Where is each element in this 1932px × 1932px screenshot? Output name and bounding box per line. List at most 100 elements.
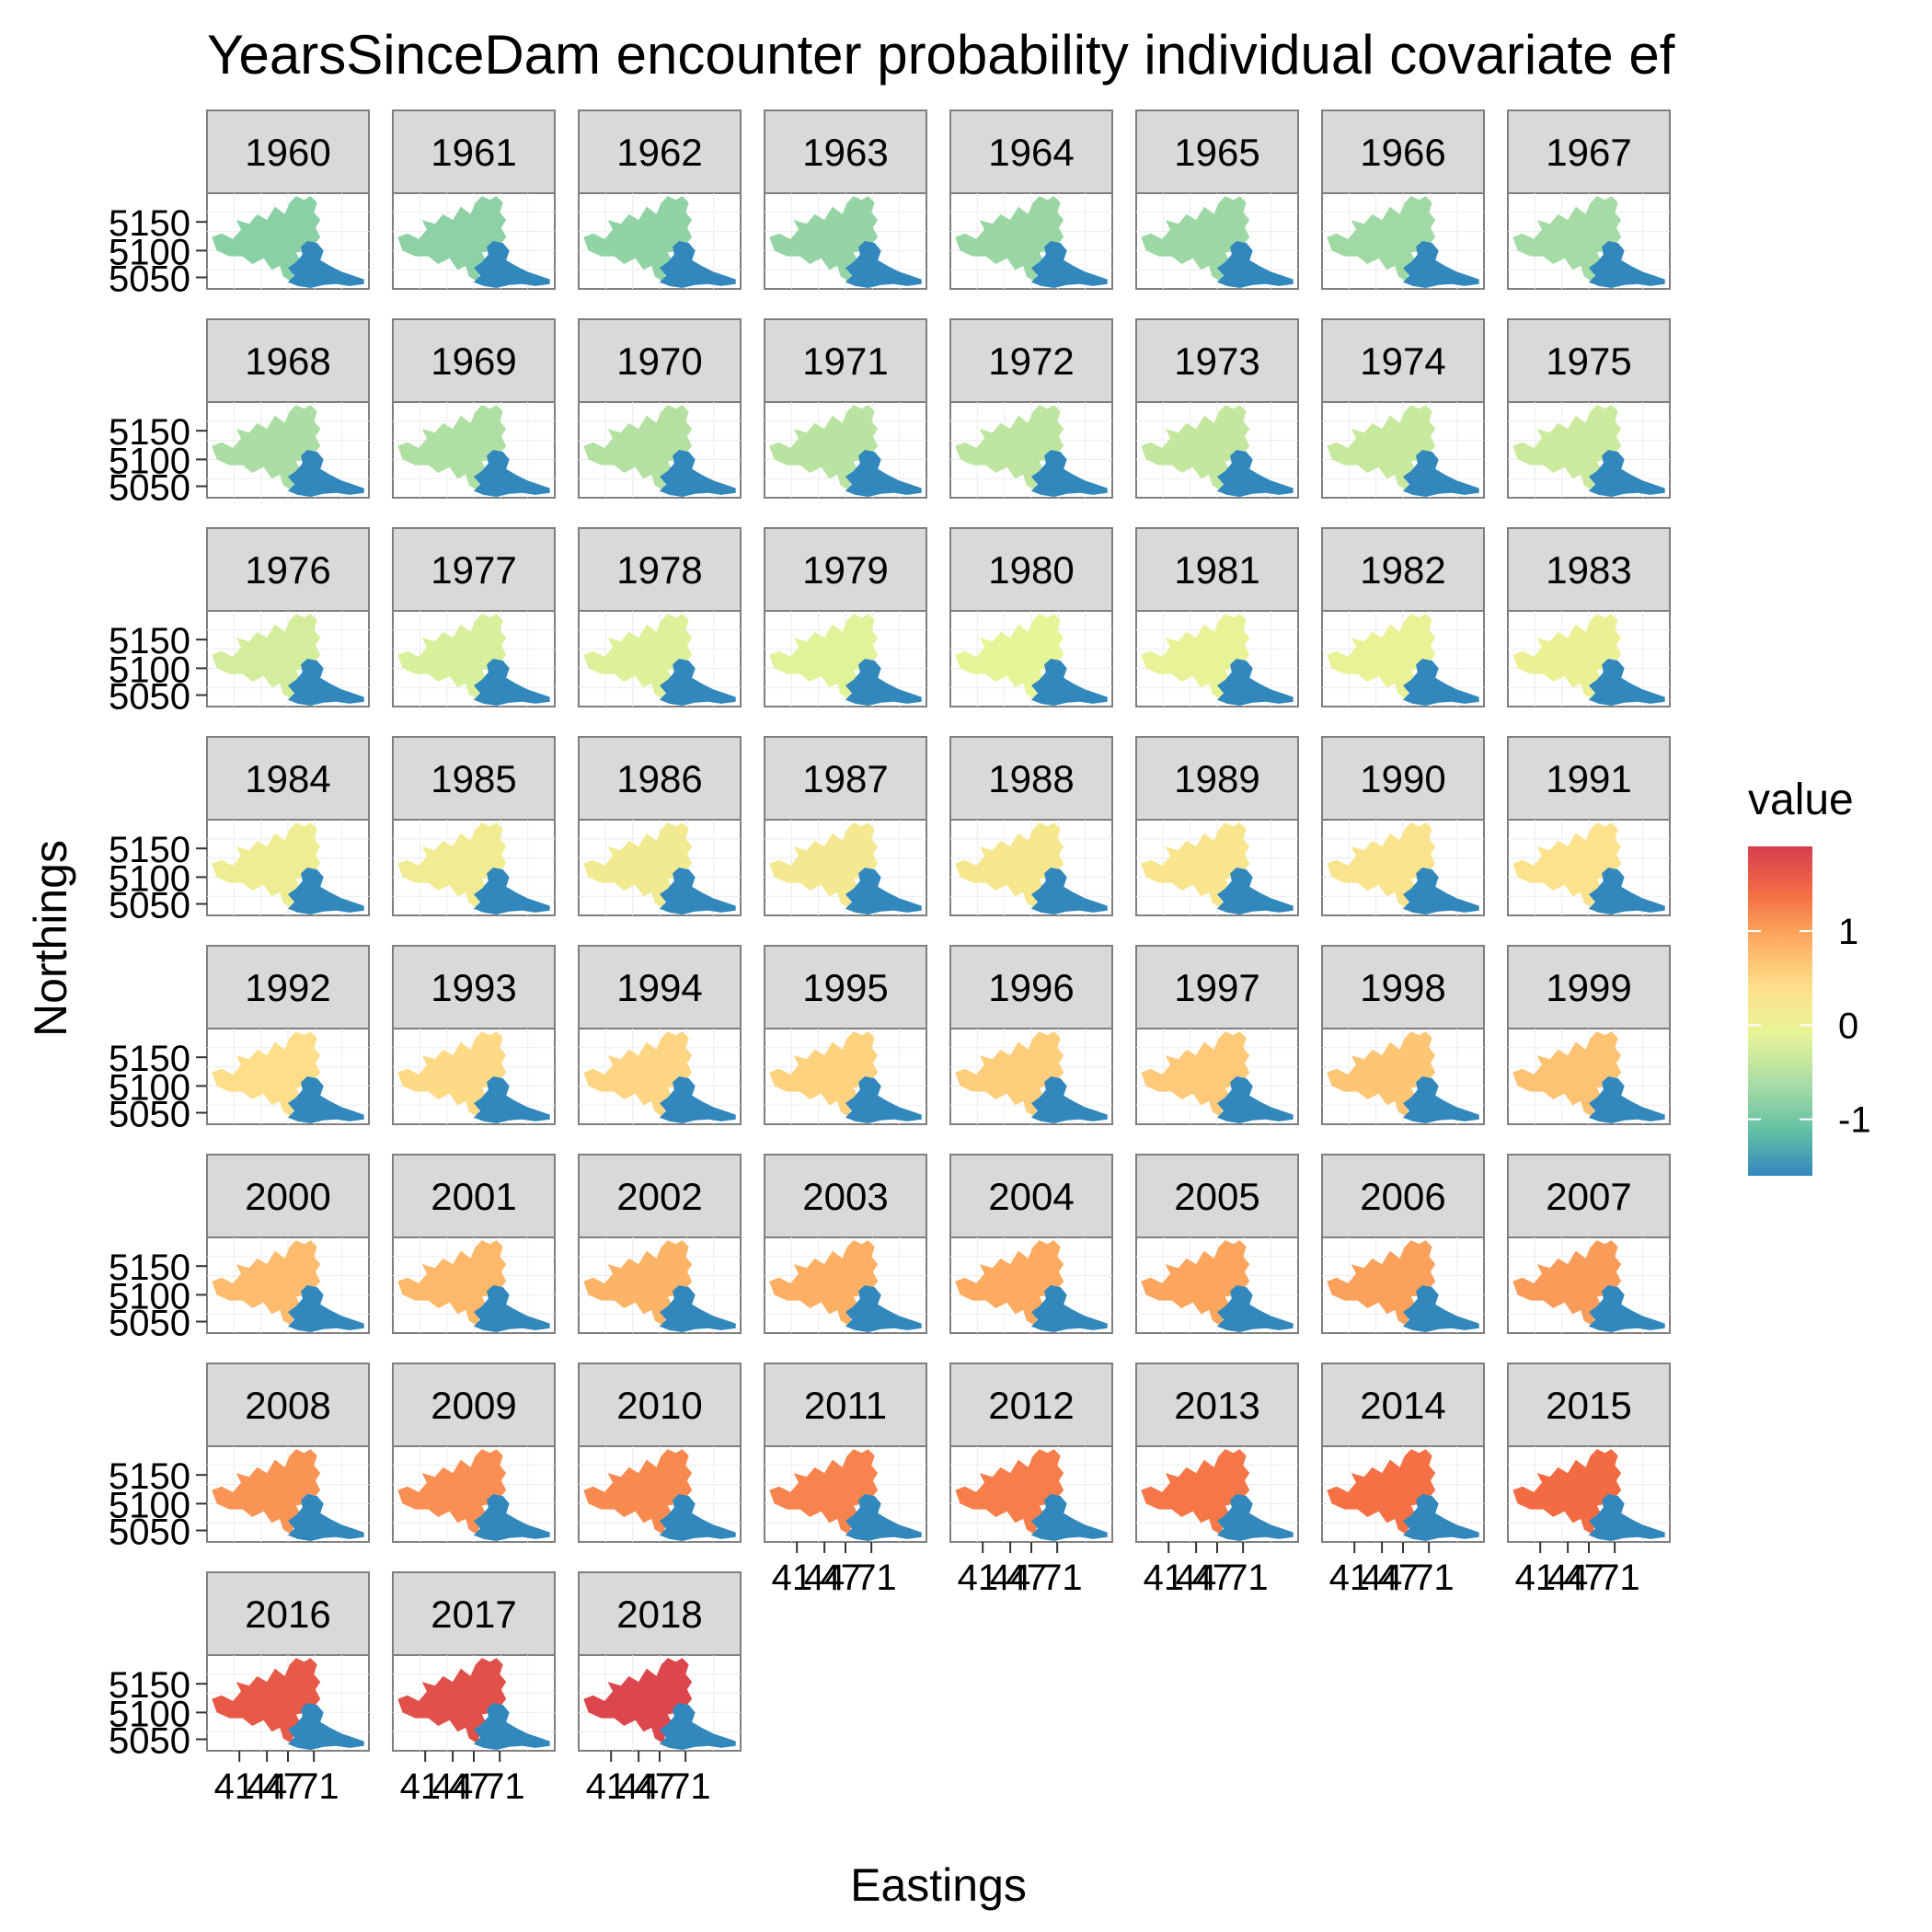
- x-tick-label: 47: [1191, 1558, 1233, 1598]
- color-legend: value 1 0 -1: [1748, 776, 1871, 1176]
- lower-region: [845, 1285, 922, 1332]
- facet-strip: [949, 318, 1113, 403]
- upper-region: [955, 1240, 1064, 1326]
- y-tick-label: 5100: [109, 650, 190, 690]
- facet-year-label: 1966: [1360, 131, 1445, 174]
- facet-year-label: 2008: [245, 1384, 330, 1427]
- facet-panel: 2003: [764, 1154, 927, 1334]
- lower-region: [845, 659, 922, 706]
- facet-strip: [764, 736, 927, 821]
- facet-strip: [949, 1154, 1113, 1238]
- x-tick-label: 71: [1599, 1558, 1640, 1598]
- facet-strip: [764, 1154, 927, 1238]
- lower-region: [474, 241, 550, 288]
- facet-year-label: 1980: [988, 548, 1074, 592]
- facet-strip: [1507, 109, 1671, 194]
- facet-strip: [1321, 109, 1485, 194]
- upper-region: [397, 822, 507, 908]
- lower-region: [1589, 1494, 1665, 1541]
- upper-region: [397, 196, 507, 282]
- upper-region: [397, 1658, 507, 1743]
- upper-region: [212, 405, 321, 490]
- x-tick-label: 41: [400, 1766, 442, 1807]
- upper-region: [583, 1031, 693, 1117]
- facet-panel: 1991: [1507, 736, 1671, 916]
- facet-year-label: 2010: [616, 1384, 702, 1427]
- lower-region: [474, 1076, 550, 1123]
- upper-region: [1141, 1449, 1250, 1535]
- upper-region: [1141, 1240, 1250, 1326]
- facet-year-label: 1998: [1360, 966, 1445, 1009]
- upper-region: [1141, 614, 1250, 699]
- lower-region: [660, 1494, 736, 1541]
- facet-year-label: 1960: [245, 131, 330, 174]
- facet-year-label: 1972: [988, 339, 1074, 383]
- facet-strip: [392, 1154, 556, 1238]
- x-tick-label: 71: [1413, 1558, 1455, 1598]
- y-tick-label: 5050: [109, 1512, 190, 1553]
- lower-region: [288, 1703, 364, 1750]
- lower-region: [1403, 659, 1479, 706]
- upper-region: [1327, 1449, 1436, 1535]
- facet-strip: [1507, 945, 1671, 1029]
- y-tick-label: 5100: [109, 858, 190, 899]
- upper-region: [1512, 405, 1622, 490]
- upper-region: [1327, 1240, 1436, 1326]
- facet-year-label: 1974: [1360, 339, 1445, 383]
- upper-region: [955, 196, 1064, 282]
- facet-strip: [1507, 736, 1671, 821]
- facet-strip: [1135, 1154, 1299, 1238]
- facet-year-label: 2017: [431, 1593, 516, 1636]
- facet-panel: 1986: [578, 736, 742, 916]
- facet-year-label: 1970: [616, 339, 702, 383]
- y-tick-label: 5100: [109, 232, 190, 272]
- y-tick-label: 5100: [109, 1485, 190, 1525]
- upper-region: [583, 196, 693, 282]
- lower-region: [1031, 1494, 1108, 1541]
- facet-year-label: 2014: [1360, 1384, 1445, 1427]
- facet-strip: [1135, 318, 1299, 403]
- facet-strip: [206, 1154, 370, 1238]
- facet-panel: 1973: [1135, 318, 1299, 499]
- lower-region: [288, 868, 364, 914]
- upper-region: [1141, 405, 1250, 490]
- x-tick-label: 41: [1329, 1558, 1371, 1598]
- facet-year-label: 1996: [988, 966, 1074, 1009]
- facet-year-label: 1988: [988, 757, 1074, 800]
- y-tick-label: 5150: [109, 1248, 190, 1288]
- facet-year-label: 1983: [1546, 548, 1631, 592]
- facet-panel: 1967: [1507, 109, 1671, 290]
- facet-year-label: 2001: [431, 1175, 516, 1218]
- lower-region: [474, 1703, 550, 1750]
- lower-region: [288, 241, 364, 288]
- facet-strip: [1135, 109, 1299, 194]
- upper-region: [955, 822, 1064, 908]
- upper-region: [955, 1031, 1064, 1117]
- facet-panel: 1974: [1321, 318, 1485, 499]
- lower-region: [1217, 1285, 1294, 1332]
- legend-ticks: 1 0 -1: [1748, 912, 1871, 1141]
- facet-strip: [1321, 736, 1485, 821]
- facet-year-label: 1964: [988, 131, 1074, 174]
- x-tick-label: 47: [820, 1558, 861, 1598]
- upper-region: [397, 1240, 507, 1326]
- facet-strip: [578, 945, 742, 1029]
- lower-region: [1031, 1076, 1108, 1123]
- upper-region: [583, 614, 693, 699]
- x-tick-label: 41: [1515, 1558, 1557, 1598]
- facet-strip: [1135, 945, 1299, 1029]
- lower-region: [474, 1494, 550, 1541]
- lower-region: [660, 1703, 736, 1750]
- facet-year-label: 1986: [616, 757, 702, 800]
- x-tick-label: 41: [586, 1766, 627, 1807]
- y-tick-label: 5100: [109, 1067, 190, 1108]
- facet-strip: [1321, 1154, 1485, 1238]
- lower-region: [1403, 868, 1479, 914]
- facet-panel: 1980: [949, 527, 1113, 707]
- facet-panel: 1969: [392, 318, 556, 499]
